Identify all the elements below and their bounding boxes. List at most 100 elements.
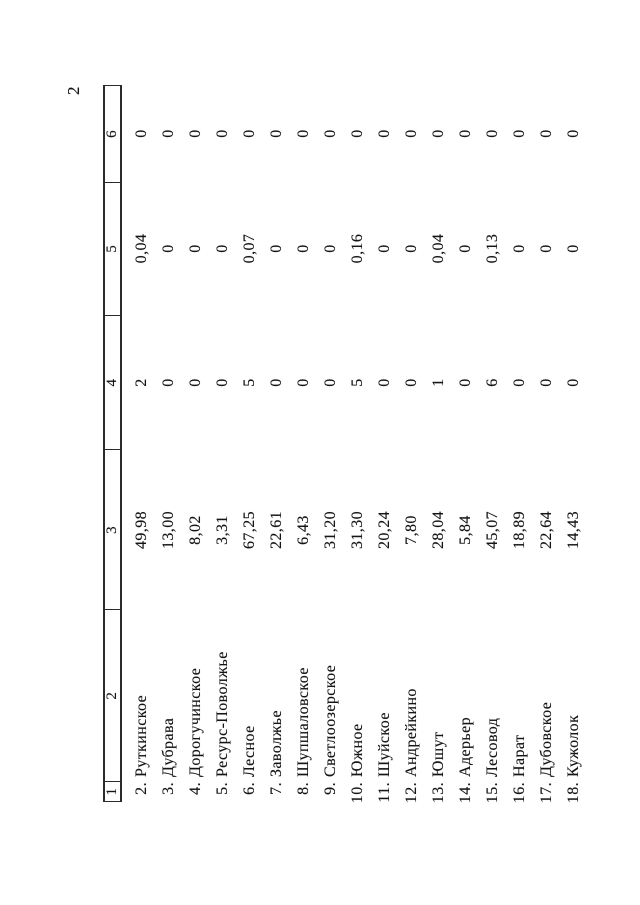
cell-row-number: 3. [159, 782, 177, 795]
cell-name: Адерьер [456, 717, 474, 777]
cell-value-col4: 5 [240, 378, 258, 387]
cell-row-number: 4. [186, 782, 204, 795]
cell-name: Светлоозерское [321, 664, 339, 777]
cell-row-number: 18. [564, 782, 582, 804]
cell-value-col5: 0 [159, 244, 177, 253]
cell-value-col6: 0 [510, 129, 528, 138]
table-row: 13. Юшут 28,04 1 0,04 0 [425, 85, 452, 803]
table-row: 11. Шуйское 20,24 0 0 0 [371, 85, 398, 802]
cell-value-col6: 0 [132, 129, 150, 138]
cell-row-number: 15. [483, 782, 501, 804]
table-row: 15. Лесовод 45,07 6 0,13 0 [479, 85, 506, 804]
cell-row-number: 2. [132, 782, 150, 795]
cell-value-col4: 0 [537, 378, 555, 387]
cell-value-col3: 22,61 [267, 511, 285, 549]
table-row: 17. Дубовское 22,64 0 0 0 [533, 85, 560, 804]
cell-value-col3: 31,30 [348, 511, 366, 549]
cell-value-col5: 0,04 [429, 233, 447, 264]
table-header-row: 1 2 3 4 5 6 [103, 85, 122, 802]
cell-name: Кужолок [564, 714, 582, 777]
column-header-5: 5 [104, 181, 120, 315]
cell-value-col6: 0 [213, 129, 231, 138]
cell-value-col4: 0 [375, 378, 393, 387]
page-number: 2 [64, 86, 83, 96]
cell-name: Шупшаловское [294, 667, 312, 777]
column-header-6: 6 [104, 85, 120, 182]
cell-value-col5: 0,13 [483, 233, 501, 264]
table-row: 4. Дорогучинское 8,02 0 0 0 [182, 85, 209, 802]
cell-value-col4: 0 [456, 378, 474, 387]
cell-row-number: 9. [321, 782, 339, 795]
cell-value-col6: 0 [537, 129, 555, 138]
cell-name: Юшут [429, 731, 447, 777]
cell-value-col5: 0,04 [132, 233, 150, 264]
cell-value-col5: 0,16 [348, 233, 366, 264]
cell-value-col5: 0 [267, 244, 285, 253]
cell-value-col4: 0 [564, 378, 582, 387]
cell-value-col6: 0 [240, 129, 258, 138]
cell-value-col6: 0 [456, 129, 474, 138]
cell-row-number: 7. [267, 782, 285, 795]
cell-name: Южное [348, 723, 366, 777]
cell-value-col5: 0 [537, 244, 555, 253]
cell-row-number: 16. [510, 782, 528, 804]
cell-row-number: 11. [375, 782, 393, 803]
cell-value-col4: 0 [510, 378, 528, 387]
cell-value-col6: 0 [402, 129, 420, 138]
cell-name: Нарат [510, 734, 528, 777]
cell-name: Заволжье [267, 710, 285, 777]
cell-value-col5: 0 [402, 244, 420, 253]
cell-value-col3: 14,43 [564, 511, 582, 549]
cell-value-col4: 0 [321, 378, 339, 387]
cell-name: Лесовод [483, 717, 501, 777]
table-row: 2. Руткинское 49,98 2 0,04 0 [128, 85, 155, 802]
cell-name: Дубовское [537, 701, 555, 777]
table-row: 16. Нарат 18,89 0 0 0 [506, 85, 533, 804]
column-header-2: 2 [104, 609, 120, 782]
cell-value-col5: 0 [321, 244, 339, 253]
cell-value-col5: 0 [510, 244, 528, 253]
table-row: 10. Южное 31,30 5 0,16 0 [344, 85, 371, 803]
cell-value-col4: 0 [402, 378, 420, 387]
cell-value-col4: 1 [429, 378, 447, 387]
cell-value-col3: 5,84 [456, 515, 474, 545]
table-row: 9. Светлоозерское 31,20 0 0 0 [317, 85, 344, 802]
cell-value-col5: 0 [456, 244, 474, 253]
cell-row-number: 6. [240, 782, 258, 795]
cell-value-col3: 7,80 [402, 515, 420, 545]
table-body: 2. Руткинское 49,98 2 0,04 0 3. Дубрава … [122, 85, 587, 804]
cell-value-col3: 22,64 [537, 511, 555, 549]
cell-value-col5: 0 [375, 244, 393, 253]
table-row: 7. Заволжье 22,61 0 0 0 [263, 85, 290, 802]
cell-value-col6: 0 [375, 129, 393, 138]
table-row: 14. Адерьер 5,84 0 0 0 [452, 85, 479, 804]
cell-row-number: 14. [456, 782, 474, 804]
cell-value-col4: 0 [159, 378, 177, 387]
cell-value-col3: 49,98 [132, 511, 150, 549]
cell-value-col6: 0 [483, 129, 501, 138]
cell-value-col5: 0 [186, 244, 204, 253]
cell-value-col5: 0 [564, 244, 582, 253]
cell-row-number: 12. [402, 782, 420, 804]
cell-value-col3: 45,07 [483, 511, 501, 549]
cell-value-col3: 28,04 [429, 511, 447, 549]
cell-value-col4: 0 [213, 378, 231, 387]
table-row: 18. Кужолок 14,43 0 0 0 [560, 85, 587, 804]
column-header-1: 1 [104, 781, 120, 801]
cell-value-col6: 0 [159, 129, 177, 138]
cell-row-number: 17. [537, 782, 555, 804]
cell-value-col5: 0,07 [240, 233, 258, 264]
cell-row-number: 5. [213, 782, 231, 795]
table-row: 5. Ресурс-Поволжье 3,31 0 0 0 [209, 85, 236, 802]
cell-name: Шуйское [375, 712, 393, 777]
cell-value-col3: 13,00 [159, 511, 177, 549]
cell-name: Руткинское [132, 694, 150, 777]
cell-value-col6: 0 [294, 129, 312, 138]
table-row: 6. Лесное 67,25 5 0,07 0 [236, 85, 263, 802]
cell-value-col3: 67,25 [240, 511, 258, 549]
cell-value-col3: 6,43 [294, 515, 312, 545]
cell-value-col4: 0 [186, 378, 204, 387]
cell-value-col3: 31,20 [321, 511, 339, 549]
table-row: 12. Андрейкино 7,80 0 0 0 [398, 85, 425, 804]
cell-value-col6: 0 [321, 129, 339, 138]
